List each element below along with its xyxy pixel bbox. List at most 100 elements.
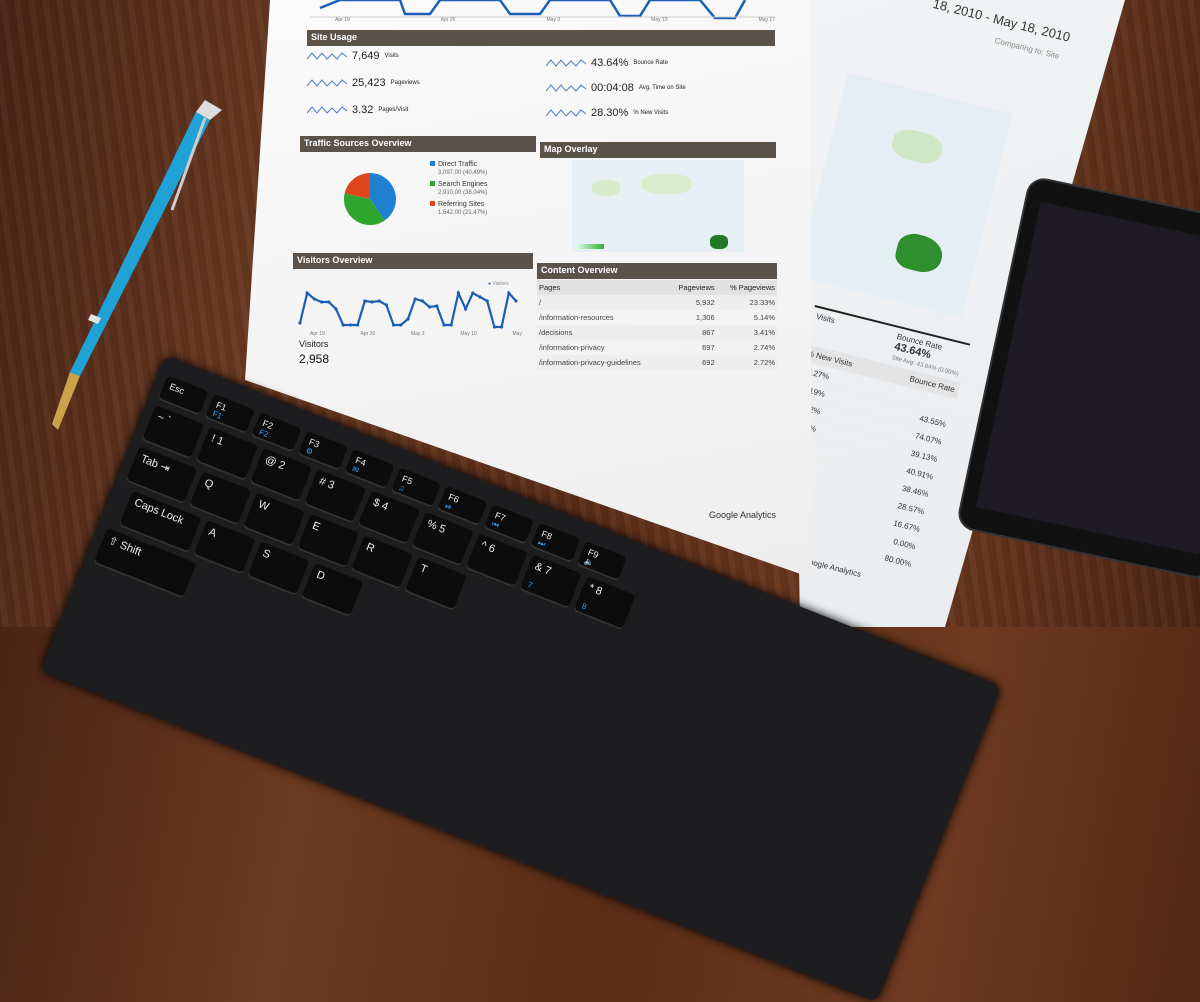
legend-label: Referring Sites (438, 201, 485, 208)
key-label: S (260, 547, 273, 562)
table-cell: /information-resources (539, 313, 614, 322)
legend-swatch (430, 161, 435, 166)
table-cell: 1,306 (695, 313, 715, 322)
visitors-point (428, 305, 432, 309)
pie-slice (344, 173, 370, 199)
visitors-point (298, 321, 302, 325)
table-cell: 2.74% (753, 343, 775, 352)
legend-item: Referring Sites 1,642.00 (21.47%) (430, 201, 487, 217)
axis-tick: May 10 (460, 331, 477, 337)
table-row: /information-privacy 697 2.74% (537, 340, 777, 355)
key-label: T (418, 562, 429, 577)
table-row: /5,932 23.33% (537, 295, 777, 310)
continent-shape (592, 180, 620, 196)
sparkline (546, 84, 586, 92)
visitors-label: Visitors (299, 339, 329, 349)
visitors-point (320, 300, 324, 304)
traffic-sources-header: Traffic Sources Overview (300, 136, 536, 152)
key-label: ~ ` (155, 411, 173, 428)
key-label: D (314, 568, 327, 583)
visitors-point (406, 317, 410, 321)
legend-label: Direct Traffic (438, 161, 478, 168)
visitors-point (500, 325, 504, 329)
australia-shape (710, 235, 728, 249)
traffic-pie-chart (344, 173, 396, 225)
visitors-point (392, 323, 396, 327)
visitors-point (456, 291, 460, 295)
pen-tip (52, 372, 80, 430)
key-label: W (256, 498, 271, 514)
legend-swatch (430, 181, 435, 186)
stat-label: Pages/Visit (378, 107, 409, 113)
visitors-line-chart (298, 289, 518, 329)
stat-value: 28.30% (591, 107, 629, 119)
axis-tick: Apr 26 (440, 17, 456, 23)
report-footer: Google Analytics (709, 510, 777, 520)
site-usage-stat: 00:04:08 Avg. Time on Site (546, 82, 686, 94)
key-label: R (364, 541, 377, 556)
pie-slice (344, 193, 385, 225)
stat-value: 25,423 (352, 77, 386, 89)
key-secondary-label: 8 (580, 601, 588, 612)
key-label: E (310, 519, 322, 534)
visitors-value: 2,958 (299, 352, 330, 366)
table-row: /information-privacy-guidelines 692 2.72% (537, 355, 777, 370)
site-usage-stat: 3.32 Pages/Visit (307, 104, 408, 116)
axis-tick: Apr 19 (335, 17, 350, 23)
table-cell: /decisions (537, 325, 668, 340)
visitors-point (348, 323, 352, 327)
visitors-point (485, 299, 489, 303)
legend-dot-icon: ● (488, 281, 492, 287)
visitors-point (507, 291, 511, 295)
key-secondary-label: 7 (526, 580, 534, 591)
visitors-point (384, 303, 388, 307)
axis-tick: May 3 (546, 17, 561, 23)
visitors-point (341, 323, 345, 327)
sparkline (307, 106, 347, 114)
stat-value: 00:04:08 (591, 82, 634, 94)
stat-label: % New Visits (633, 110, 669, 116)
table-cell: 692 (667, 355, 717, 370)
key-label: # 3 (317, 475, 337, 492)
key-label: % 5 (425, 517, 448, 536)
table-cell: / (537, 295, 668, 310)
visitors-point (435, 304, 439, 308)
content-table: Pages Pageviews% Pageviews/5,932 23.33% /in… (537, 280, 777, 370)
legend-detail: 2,910.00 (38.04%) (438, 190, 488, 196)
map-overlay-header: Map Overlay (540, 142, 776, 158)
legend-detail: 1,642.00 (21.47%) (438, 210, 488, 216)
table-header-row: Pages Pageviews% Pageviews (537, 280, 777, 295)
pen-cap (196, 100, 222, 120)
sparkline (546, 59, 586, 67)
axis-tick: May 3 (410, 331, 425, 337)
visitors-legend-label: Visitors (492, 281, 509, 287)
key-label: Esc (168, 381, 186, 397)
pen-barrel (70, 112, 210, 376)
visitors-point (420, 299, 424, 303)
table-cell: 5,932 (667, 295, 717, 310)
sparkline (307, 79, 347, 87)
axis-tick: May 17 (758, 17, 775, 23)
legend-label: Search Engines (438, 181, 488, 188)
axis-tick: Apr 19 (310, 331, 325, 337)
visitors-legend: ● Visitors (488, 281, 509, 287)
map-scale (576, 244, 604, 249)
stat-label: Pageviews (390, 80, 420, 86)
visitors-axis: Apr 19 Apr 26 May 3 May 10 May (310, 331, 522, 337)
pen (52, 100, 222, 430)
key-label: ! 1 (209, 432, 226, 449)
traffic-legend: Direct Traffic 3,097.00 (40.49%) Search En… (430, 161, 487, 221)
key-label: ^ 6 (479, 539, 497, 556)
site-usage-stat: 25,423 Pageviews (307, 77, 420, 89)
top-axis: Apr 19 Apr 26 May 3 May 10 May 17 (335, 17, 775, 23)
site-usage-stat: 28.30% % New Visits (546, 107, 668, 119)
table-cell: 867 (667, 325, 717, 340)
visitors-overview-header: Visitors Overview (293, 253, 533, 269)
axis-tick: Apr 26 (360, 331, 376, 337)
visitors-point (312, 297, 316, 301)
table-cell: 697 (702, 343, 715, 352)
legend-swatch (430, 201, 435, 206)
table-cell: 3.41% (716, 325, 777, 340)
visitors-point (442, 323, 446, 327)
world-map (572, 160, 744, 252)
